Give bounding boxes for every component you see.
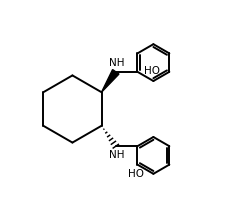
Text: HO: HO xyxy=(144,66,160,76)
Text: HO: HO xyxy=(128,169,144,179)
Text: NH: NH xyxy=(109,150,124,160)
Text: NH: NH xyxy=(109,58,124,68)
Polygon shape xyxy=(101,70,118,92)
